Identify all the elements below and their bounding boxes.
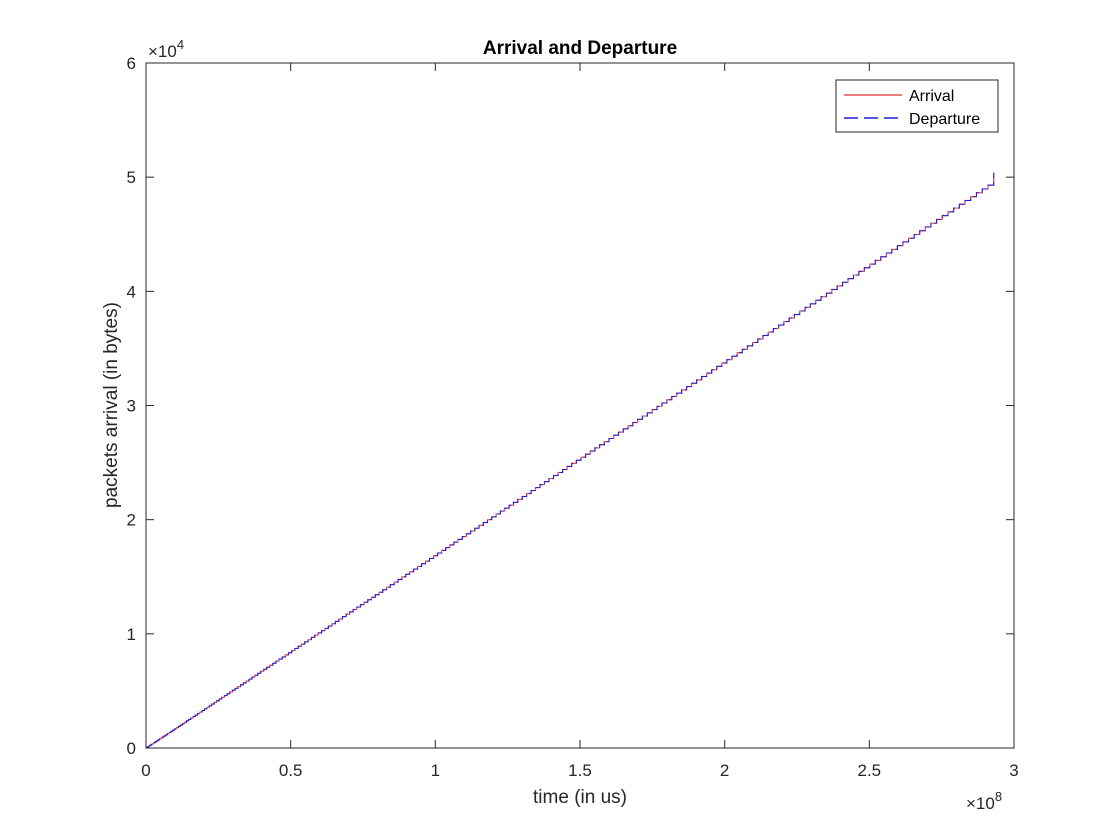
y-axis-label: packets arrival (in bytes) <box>101 302 122 508</box>
x-tick-label: 2 <box>720 761 729 780</box>
x-tick-label: 3 <box>1009 761 1018 780</box>
y-tick-label: 3 <box>127 397 136 416</box>
series-line-departure <box>145 172 995 749</box>
legend-label-arrival: Arrival <box>909 88 954 105</box>
x-tick-label: 1 <box>431 761 440 780</box>
legend-box <box>835 79 999 133</box>
plot-area <box>145 62 1015 749</box>
x-exponent-label: ×108 <box>966 789 1002 813</box>
y-exponent-label: ×104 <box>148 37 184 61</box>
y-tick-label: 5 <box>127 168 136 187</box>
y-tick-label: 0 <box>127 739 136 758</box>
x-tick-label: 2.5 <box>858 761 882 780</box>
y-tick-label: 1 <box>127 625 136 644</box>
legend-label-departure: Departure <box>909 111 980 128</box>
x-axis-label: time (in us) <box>533 787 627 808</box>
ticks-layer: 0 0.5 1 1.5 2 2.5 3 0 1 2 3 4 5 6 <box>127 54 1019 780</box>
x-tick-label: 0 <box>141 761 150 780</box>
chart-title: Arrival and Departure <box>483 38 677 59</box>
x-tick-label: 0.5 <box>279 761 303 780</box>
y-tick-label: 2 <box>127 511 136 530</box>
x-tick-label: 1.5 <box>568 761 592 780</box>
series-layer <box>145 172 995 749</box>
y-tick-label: 6 <box>127 54 136 73</box>
legend: Arrival Departure <box>835 79 999 133</box>
y-exponent-power: 4 <box>177 37 184 52</box>
x-exponent-power: 8 <box>995 789 1002 804</box>
y-tick-label: 4 <box>127 282 136 301</box>
y-exponent-base: ×10 <box>148 42 177 61</box>
x-exponent-base: ×10 <box>966 794 995 813</box>
